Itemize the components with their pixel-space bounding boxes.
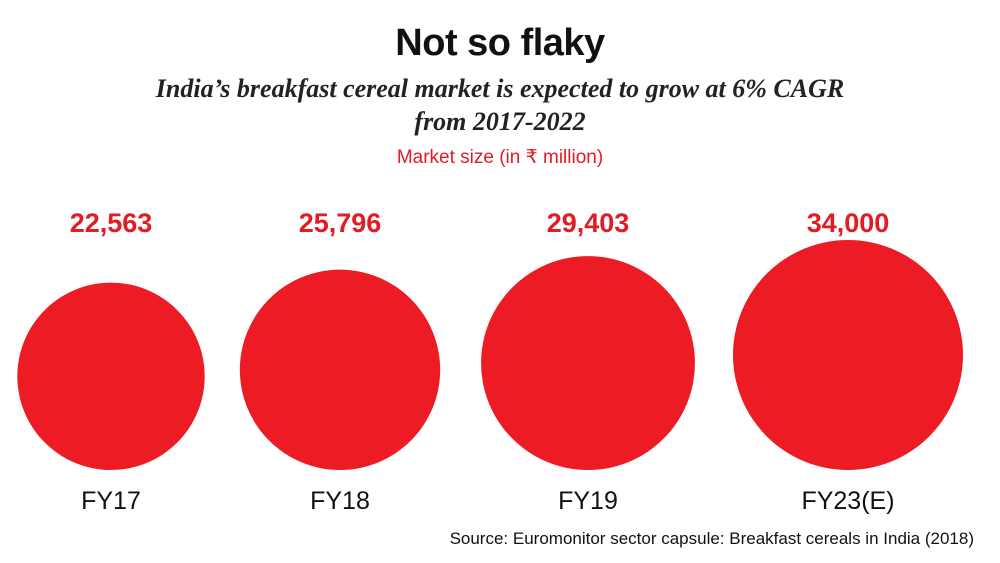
chart-title: Not so flaky <box>395 22 605 64</box>
bubble-fy18 <box>239 269 441 470</box>
value-label: 25,796 <box>299 208 382 238</box>
category-label: FY17 <box>81 487 141 515</box>
unit-label: Market size (in ₹ million) <box>396 147 604 168</box>
category-label: FY19 <box>558 487 618 515</box>
category-label: FY18 <box>310 487 370 515</box>
chart-subtitle: India’s breakfast cereal market is expec… <box>155 74 845 136</box>
bubble-fy17 <box>17 282 205 470</box>
value-label: 22,563 <box>70 208 153 238</box>
bubble-fy19 <box>481 256 695 470</box>
value-label: 29,403 <box>547 208 630 238</box>
value-label: 34,000 <box>807 208 890 238</box>
source-note: Source: Euromonitor sector capsule: Brea… <box>449 529 974 548</box>
category-label: FY23(E) <box>801 487 894 515</box>
bubble-fy23e <box>733 240 963 470</box>
